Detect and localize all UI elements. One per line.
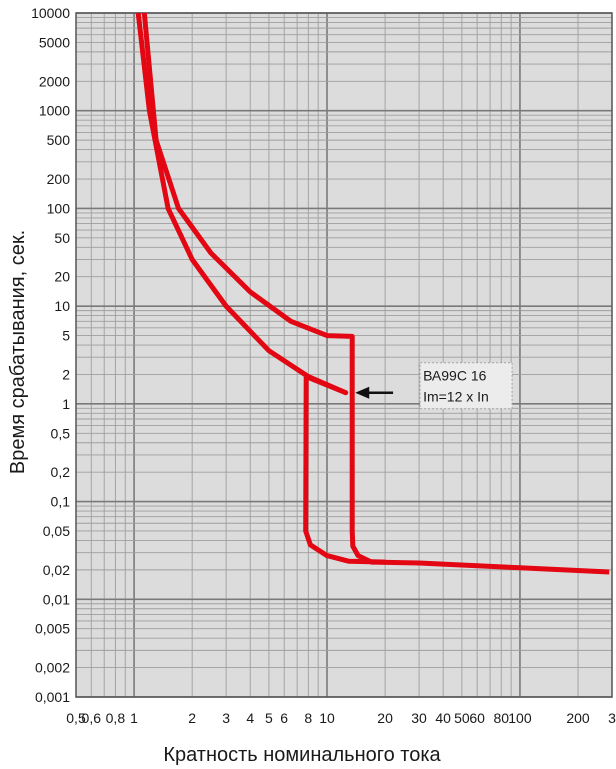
x-tick-label: 0,5 <box>66 710 86 726</box>
y-tick-label: 0,02 <box>43 562 70 578</box>
trip-curve-1 <box>141 12 610 575</box>
y-tick-label: 0,2 <box>51 464 71 480</box>
annotation-label: Im=12 x In <box>423 389 489 405</box>
x-tick-label: 20 <box>377 710 393 726</box>
x-tick-label: 1 <box>130 710 138 726</box>
y-axis-title: Время срабатывания, сек. <box>7 230 29 474</box>
arrow-left-icon <box>355 386 370 399</box>
x-tick-label: 30 <box>411 710 427 726</box>
y-tick-label: 0,002 <box>35 660 70 676</box>
x-tick-label: 10 <box>319 710 335 726</box>
y-tick-label: 5 <box>62 328 70 344</box>
x-tick-label: 2 <box>188 710 196 726</box>
y-tick-label: 1 <box>62 396 70 412</box>
y-tick-label: 50 <box>54 230 70 246</box>
y-tick-label: 0,01 <box>43 591 70 607</box>
y-tick-label: 0,005 <box>35 621 70 637</box>
x-tick-label: 5 <box>265 710 273 726</box>
curves <box>135 12 610 575</box>
x-tick-label: 200 <box>566 710 590 726</box>
x-tick-label: 6 <box>280 710 288 726</box>
y-tick-label: 5000 <box>39 34 70 50</box>
y-tick-label: 20 <box>54 269 70 285</box>
y-tick-label: 500 <box>47 132 71 148</box>
y-tick-label: 2 <box>62 366 70 382</box>
y-tick-label: 0,05 <box>43 523 70 539</box>
x-tick-label: 80 <box>493 710 509 726</box>
trip-curve-2 <box>135 12 386 565</box>
y-tick-label: 0,001 <box>35 689 70 705</box>
x-tick-label: 3 <box>222 710 230 726</box>
x-tick-label: 4 <box>246 710 254 726</box>
y-tick-label: 1000 <box>39 103 70 119</box>
x-axis-ticks: 0,50,6 0,8 1 2 3 4 5 6 8 10 20 30 40 50 60 80 100 200 3 <box>66 710 616 726</box>
plot-frame <box>75 12 613 698</box>
plot-area <box>76 13 612 697</box>
x-tick-label: 50 <box>454 710 470 726</box>
x-tick-label: 3 <box>608 710 616 726</box>
annotation: ВА99С 16 Im=12 x In <box>355 362 513 410</box>
y-tick-label: 200 <box>47 171 71 187</box>
y-axis-ticks: 10000 5000 2000 1000 500 200 100 50 20 10 5 2 1 0,5 0,… <box>31 5 70 705</box>
y-tick-label: 2000 <box>39 73 70 89</box>
x-tick-label: 40 <box>435 710 451 726</box>
annotation-box <box>419 362 513 410</box>
y-tick-label: 100 <box>47 200 71 216</box>
y-tick-label: 10000 <box>31 5 70 21</box>
x-tick-label: 0,8 <box>106 710 126 726</box>
y-tick-label: 10 <box>54 298 70 314</box>
y-tick-label: 0,5 <box>51 425 71 441</box>
x-tick-label: 100 <box>508 710 532 726</box>
x-tick-label: 60 <box>469 710 485 726</box>
grid <box>75 12 613 698</box>
annotation-label: ВА99С 16 <box>423 368 487 384</box>
x-axis-title: Кратность номинального тока <box>163 744 441 766</box>
x-tick-label: 8 <box>304 710 312 726</box>
y-tick-label: 0,1 <box>51 494 71 510</box>
x-tick-label: 0,6 <box>82 710 102 726</box>
